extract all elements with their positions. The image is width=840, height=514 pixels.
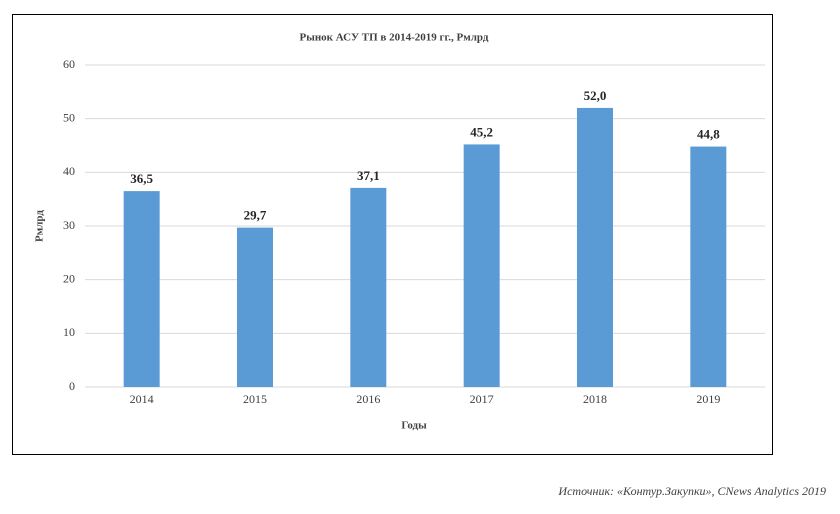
- bar: [463, 144, 500, 387]
- value-label: 44,8: [697, 127, 720, 142]
- chart-title: Рынок АСУ ТП в 2014-2019 гг., Рмлрд: [300, 32, 489, 44]
- x-tick-label: 2015: [243, 392, 267, 406]
- caption: Источник: «Контур.Закупки», CNews Analyt…: [557, 484, 826, 498]
- value-label: 36,5: [130, 171, 153, 186]
- y-tick-label: 20: [63, 271, 75, 285]
- x-tick-label: 2019: [696, 392, 720, 406]
- bar: [350, 187, 387, 387]
- bar: [690, 146, 727, 387]
- bar: [123, 191, 160, 387]
- y-tick-label: 0: [69, 379, 75, 393]
- x-axis-label: Годы: [401, 420, 427, 432]
- y-tick-label: 40: [63, 164, 75, 178]
- value-label: 52,0: [584, 88, 607, 103]
- bar: [237, 227, 273, 387]
- y-tick-label: 50: [63, 110, 75, 124]
- value-label: 37,1: [357, 168, 380, 183]
- y-tick-label: 30: [63, 218, 75, 232]
- value-label: 45,2: [470, 124, 493, 139]
- x-tick-label: 2017: [470, 392, 494, 406]
- value-label: 29,7: [244, 208, 267, 223]
- x-tick-label: 2014: [130, 392, 154, 406]
- bar: [577, 107, 613, 387]
- y-axis-label: Рмлрд: [34, 210, 46, 242]
- x-tick-label: 2016: [356, 392, 380, 406]
- y-tick-label: 60: [63, 57, 75, 71]
- x-tick-label: 2018: [583, 392, 607, 406]
- y-tick-label: 10: [63, 325, 75, 339]
